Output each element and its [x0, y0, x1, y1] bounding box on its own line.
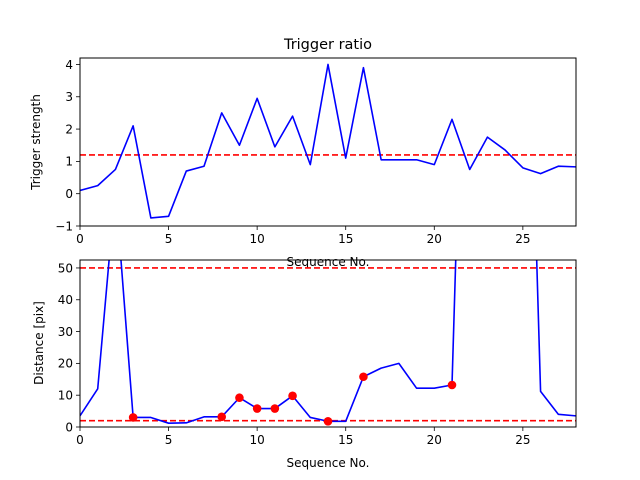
y-tick-label: 4 [65, 58, 73, 72]
y-tick-label: −1 [55, 219, 73, 233]
x-tick-label: 25 [515, 232, 530, 246]
x-tick-label: 5 [165, 433, 173, 447]
y-tick-label: 0 [65, 420, 73, 434]
y-tick-label: 1 [65, 155, 73, 169]
data-point [288, 391, 297, 401]
x-tick-label: 20 [427, 433, 442, 447]
y-axis-label: Distance [pix] [32, 301, 46, 385]
data-point [359, 372, 368, 382]
plot-frame [79, 259, 577, 428]
chart-title: Trigger ratio [283, 37, 372, 53]
x-tick-label: 0 [76, 433, 84, 447]
y-axis-label: Trigger strength [29, 94, 43, 191]
y-tick-label: 2 [65, 122, 73, 136]
data-point [128, 413, 138, 422]
data-point [270, 404, 280, 413]
x-tick-label: 5 [165, 232, 173, 246]
x-tick-label: 10 [250, 232, 265, 246]
data-point [217, 412, 227, 422]
x-tick-label: 0 [76, 232, 84, 246]
x-tick-label: 15 [338, 433, 353, 447]
plot-frame [79, 57, 577, 227]
series-line [80, 260, 576, 424]
data-point [447, 380, 457, 390]
y-tick-label: 30 [58, 325, 73, 339]
x-tick-label: 20 [427, 232, 442, 246]
x-axis-label: Sequence No. [287, 255, 370, 269]
y-tick-label: 20 [58, 357, 73, 371]
y-tick-label: 0 [65, 187, 73, 201]
y-tick-label: 50 [58, 261, 73, 275]
x-tick-label: 10 [250, 433, 265, 447]
x-tick-label: 25 [515, 433, 530, 447]
data-point [252, 404, 262, 413]
x-tick-label: 15 [338, 232, 353, 246]
data-point [235, 393, 244, 403]
y-tick-label: 3 [65, 90, 73, 104]
distance-plot: 0 5 10 15 20 25 0 10 20 30 40 50 Sequence No. Dist… [32, 259, 577, 470]
series-line [80, 63, 576, 219]
data-point [323, 416, 333, 426]
x-axis-label: Sequence No. [287, 456, 370, 470]
y-tick-label: 40 [58, 293, 73, 307]
y-tick-label: 10 [58, 388, 73, 402]
